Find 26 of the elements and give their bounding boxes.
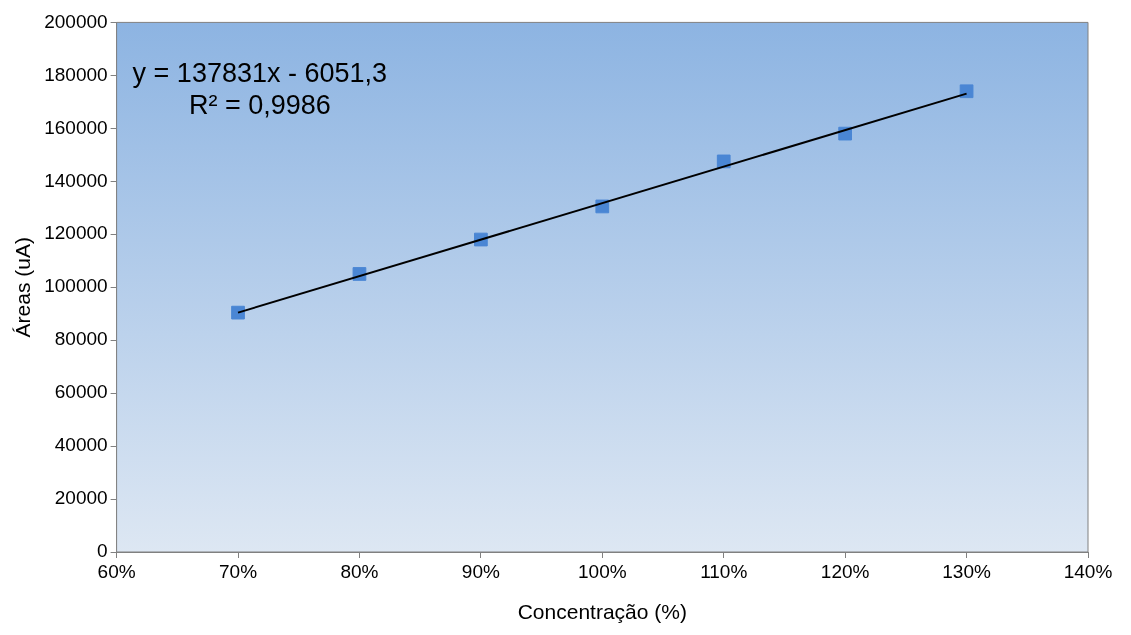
y-tick-label: 40000 — [54, 434, 108, 456]
x-tick-label: 120% — [820, 560, 870, 582]
y-tick-label: 200000 — [44, 10, 108, 32]
x-tick-label: 90% — [461, 560, 500, 582]
y-tick-label: 60000 — [54, 381, 108, 403]
x-tick-label: 100% — [578, 560, 627, 582]
point — [959, 84, 974, 99]
x-tick-label: 80% — [340, 560, 379, 582]
y-tick-label: 180000 — [44, 63, 108, 85]
y-tick-label: 20000 — [54, 487, 108, 509]
x-tick-label: 110% — [700, 560, 748, 582]
x-tick-label: 70% — [219, 560, 258, 582]
point — [231, 305, 245, 320]
y-tick-label: 160000 — [44, 116, 108, 138]
y-axis-title: Áreas (uA) — [11, 237, 35, 338]
y-tick-label: 80000 — [54, 328, 108, 350]
y-tick-label: 120000 — [44, 222, 108, 244]
annotation: y = 137831x - 6051,3 — [132, 57, 388, 88]
x-tick-label: 130% — [942, 560, 991, 582]
y-tick-label: 140000 — [44, 169, 108, 191]
x-axis-title: Concentração (%) — [517, 600, 687, 624]
x-tick-label: 60% — [97, 560, 136, 582]
annotation: R² = 0,9986 — [188, 89, 331, 120]
y-tick-label: 0 — [97, 540, 108, 562]
x-tick-label: 140% — [1063, 560, 1113, 582]
y-tick-label: 100000 — [44, 275, 108, 297]
